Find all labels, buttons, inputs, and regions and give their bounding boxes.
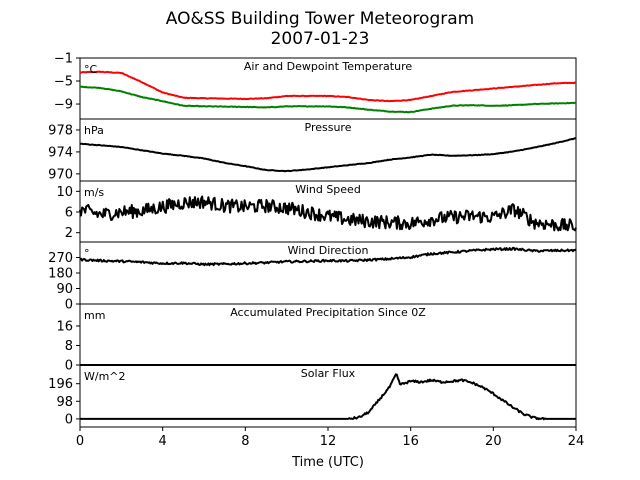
y-tick-label: 0 (65, 359, 73, 374)
panel-unit: m/s (84, 186, 104, 199)
series-line-5-0 (80, 373, 576, 421)
series-line-3-0 (79, 246, 577, 267)
y-tick-label: 978 (48, 123, 73, 138)
panel-unit: mm (84, 309, 105, 322)
y-tick-label: 6 (65, 206, 73, 221)
y-tick-label: 970 (48, 167, 73, 182)
series-line-1-0 (79, 137, 577, 173)
panel-unit: hPa (84, 124, 104, 137)
y-tick-label: 0 (65, 298, 73, 313)
panel-title: Wind Direction (288, 244, 369, 257)
y-tick-label: −9 (54, 98, 73, 113)
panel-title: Pressure (305, 121, 352, 134)
panel-0: −1 −5 −9 Air and Dewpoint Temperature °C (54, 52, 577, 120)
x-tick-label: 16 (402, 434, 419, 449)
panel-2: 10 6 2 Wind Speed m/s (56, 180, 577, 243)
panel-title: Air and Dewpoint Temperature (244, 60, 412, 73)
panel-5: 196 98 0 Solar Flux W/m^2 (48, 364, 577, 428)
y-tick-label: −1 (54, 52, 73, 67)
y-tick-label: 8 (65, 339, 73, 354)
y-tick-label: 10 (56, 185, 73, 200)
x-tick-label: 8 (241, 434, 249, 449)
panel-title: Accumulated Precipitation Since 0Z (230, 306, 426, 319)
panel-1: 978 974 970 Pressure hPa (48, 118, 577, 182)
panel-unit: °C (84, 63, 98, 76)
y-tick-label: 0 (65, 412, 73, 427)
y-tick-label: −5 (54, 75, 73, 90)
time-axis: 0 4 8 12 16 20 24 (76, 427, 584, 449)
figure-subtitle: 2007-01-23 (271, 29, 370, 49)
y-tick-label: 98 (56, 395, 73, 410)
y-tick-label: 90 (56, 282, 73, 297)
x-tick-label: 24 (568, 434, 585, 449)
panel-unit: ° (84, 247, 90, 260)
series-line-0-1 (80, 85, 576, 114)
series-line-2-0 (79, 195, 577, 232)
x-tick-label: 12 (320, 434, 337, 449)
figure-title: AO&SS Building Tower Meteorogram (166, 9, 474, 29)
y-tick-label: 196 (48, 377, 73, 392)
y-tick-label: 2 (65, 226, 73, 241)
y-tick-label: 180 (48, 267, 73, 282)
x-tick-label: 4 (159, 434, 167, 449)
y-tick-label: 974 (48, 145, 73, 160)
x-tick-label: 20 (485, 434, 502, 449)
series-line-0-0 (79, 70, 577, 103)
panel-title: Solar Flux (301, 367, 356, 380)
panel-unit: W/m^2 (84, 370, 126, 383)
panel-title: Wind Speed (295, 183, 361, 196)
panel-4: 16 8 0 Accumulated Precipitation Since 0Z mm (56, 303, 577, 374)
x-axis-label: Time (UTC) (291, 455, 364, 470)
y-tick-label: 270 (48, 251, 73, 266)
x-tick-label: 0 (76, 434, 84, 449)
y-tick-label: 16 (56, 319, 73, 334)
